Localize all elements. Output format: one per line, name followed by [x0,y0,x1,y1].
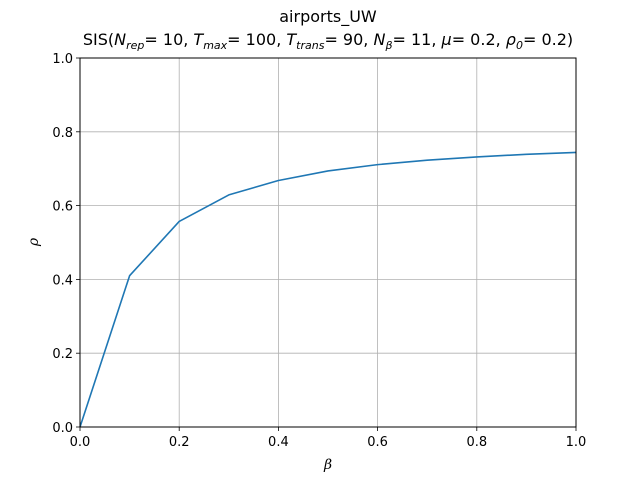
series-line [79,151,577,428]
param-symbol: T [286,30,297,49]
param-symbol: N [114,30,126,49]
x-axis-label: β [323,457,332,473]
param-value: = 100, [227,30,286,49]
axes-frame [79,57,577,428]
x-tick-label: 0.6 [367,435,388,450]
param-value: = 11, [392,30,441,49]
param-value: = 10, [144,30,193,49]
param-symbol: μ [441,30,452,49]
param-subscript: rep [126,39,144,52]
y-tick-label: 0.2 [52,347,73,362]
param-value: = 0.2, [452,30,506,49]
chart-subtitle: SIS(Nrep= 10, Tmax= 100, Ttrans= 90, Nβ=… [83,30,573,52]
param-value: = 90, [324,30,373,49]
y-tick-label: 0.8 [52,126,73,141]
param-subscript: max [203,39,227,52]
y-axis-ticks: 0.0 0.2 0.4 0.6 0.8 1.0 [52,52,80,436]
x-axis-ticks: 0.0 0.2 0.4 0.6 0.8 1.0 [70,427,587,450]
subtitle-prefix: SIS( [83,30,114,49]
x-tick-label: 0.4 [268,435,289,450]
y-tick-label: 1.0 [52,52,73,67]
y-tick-label: 0.0 [52,421,73,436]
param-symbol: ρ [506,30,516,49]
param-subscript: 0 [516,39,523,52]
param-subscript: β [384,39,392,52]
x-tick-label: 0.2 [169,435,190,450]
param-symbol: T [193,30,204,49]
param-symbol: N [373,30,385,49]
grid-lines [79,57,577,428]
param-subscript: trans [296,39,325,52]
subtitle-suffix: ) [567,30,573,49]
plot-area [79,151,577,428]
param-value: = 0.2 [523,30,567,49]
chart-title: airports_UW [279,7,377,27]
y-tick-label: 0.4 [52,273,73,288]
x-tick-label: 0.0 [70,435,91,450]
x-tick-label: 0.8 [466,435,487,450]
x-tick-label: 1.0 [566,435,587,450]
y-tick-label: 0.6 [52,200,73,215]
y-axis-label: ρ [26,237,42,247]
